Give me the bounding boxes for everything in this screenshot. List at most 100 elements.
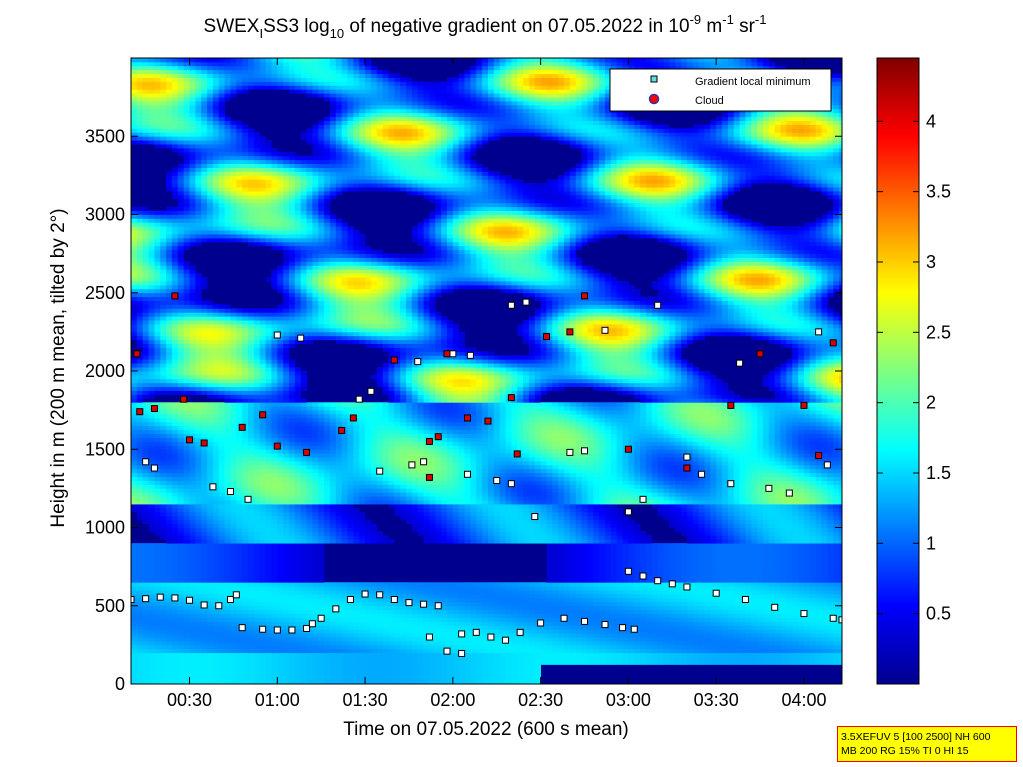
heatmap-cell — [189, 414, 196, 419]
heatmap-cell — [212, 77, 220, 82]
heatmap-cell — [195, 402, 202, 407]
heatmap-cell — [189, 296, 196, 301]
heatmap-cell — [236, 558, 243, 564]
heatmap-cell — [289, 656, 296, 661]
heatmap-cell — [306, 500, 313, 505]
heatmap-cell — [318, 582, 325, 587]
heatmap-cell — [131, 566, 138, 571]
heatmap-cell — [259, 374, 266, 380]
heatmap-cell — [230, 644, 237, 650]
heatmap-cell — [242, 386, 249, 391]
heatmap-cell — [183, 519, 190, 524]
heatmap-cell — [289, 429, 296, 434]
heatmap-cell — [136, 257, 144, 262]
heatmap-cell — [177, 504, 185, 509]
heatmap-cell — [294, 437, 302, 442]
heatmap-cell — [224, 93, 231, 98]
heatmap-cell — [212, 324, 220, 329]
heatmap-cell — [201, 104, 208, 110]
heatmap-cell — [329, 633, 337, 638]
heatmap-cell — [148, 124, 155, 129]
heatmap-cell — [236, 406, 243, 411]
heatmap-cell — [189, 159, 196, 165]
heatmap-cell — [195, 93, 202, 98]
heatmap-cell — [230, 672, 237, 677]
heatmap-cell — [312, 292, 319, 298]
heatmap-cell — [201, 390, 208, 395]
heatmap-cell — [324, 414, 331, 419]
heatmap-cell — [300, 496, 307, 501]
heatmap-cell — [160, 586, 167, 591]
heatmap-cell — [300, 441, 307, 446]
heatmap-cell — [248, 621, 255, 626]
heatmap-cell — [201, 347, 208, 352]
heatmap-cell — [300, 680, 307, 684]
heatmap-cell — [242, 441, 249, 446]
heatmap-cell — [324, 198, 331, 204]
heatmap-cell — [277, 414, 284, 419]
heatmap-cell — [265, 163, 272, 168]
heatmap-cell — [148, 414, 155, 419]
heatmap-cell — [265, 433, 272, 438]
heatmap-cell — [131, 554, 138, 560]
heatmap-cell — [306, 187, 313, 192]
heatmap-cell — [300, 69, 307, 75]
heatmap-cell — [271, 281, 278, 286]
heatmap-cell — [271, 421, 278, 427]
heatmap-cell — [166, 371, 173, 376]
heatmap-cell — [294, 175, 302, 180]
heatmap-cell — [142, 468, 149, 474]
heatmap-cell — [136, 492, 144, 497]
heatmap-cell — [248, 144, 255, 149]
heatmap-cell — [136, 554, 144, 560]
heatmap-cell — [207, 179, 214, 184]
heatmap-cell — [207, 327, 214, 333]
heatmap-cell — [306, 547, 313, 552]
heatmap-cell — [195, 281, 202, 286]
heatmap-cell — [166, 316, 173, 321]
heatmap-cell — [177, 304, 185, 309]
heatmap-cell — [271, 472, 278, 478]
heatmap-cell — [201, 504, 208, 509]
heatmap-cell — [283, 656, 290, 661]
heatmap-cell — [253, 198, 261, 204]
heatmap-cell — [335, 257, 343, 262]
heatmap-cell — [166, 374, 173, 380]
heatmap-cell — [335, 633, 343, 638]
heatmap-cell — [136, 425, 144, 431]
heatmap-cell — [131, 460, 138, 466]
heatmap-cell — [154, 527, 161, 532]
heatmap-cell — [131, 437, 138, 442]
heatmap-cell — [283, 194, 290, 200]
heatmap-cell — [271, 570, 278, 575]
heatmap-cell — [212, 437, 220, 442]
heatmap-cell — [195, 554, 202, 560]
heatmap-cell — [248, 425, 255, 431]
heatmap-cell — [271, 417, 278, 423]
heatmap-cell — [212, 335, 220, 341]
heatmap-cell — [218, 414, 226, 419]
heatmap-cell — [324, 128, 331, 133]
heatmap-cell — [183, 504, 190, 509]
heatmap-cell — [183, 421, 190, 427]
heatmap-cell — [259, 425, 266, 431]
heatmap-cell — [312, 284, 319, 290]
heatmap-cell — [189, 308, 196, 313]
heatmap-cell — [289, 73, 296, 78]
heatmap-cell — [253, 406, 261, 411]
heatmap-cell — [224, 601, 231, 607]
heatmap-cell — [329, 171, 337, 176]
heatmap-cell — [224, 519, 231, 524]
heatmap-cell — [324, 191, 331, 196]
heatmap-cell — [294, 85, 302, 90]
heatmap-cell — [230, 457, 237, 462]
heatmap-cell — [329, 433, 337, 438]
heatmap-cell — [283, 355, 290, 360]
heatmap-cell — [148, 85, 155, 90]
heatmap-cell — [195, 167, 202, 172]
heatmap-cell — [189, 132, 196, 137]
heatmap-cell — [142, 230, 149, 235]
heatmap-cell — [318, 586, 325, 591]
heatmap-cell — [166, 406, 173, 411]
heatmap-cell — [265, 237, 272, 243]
